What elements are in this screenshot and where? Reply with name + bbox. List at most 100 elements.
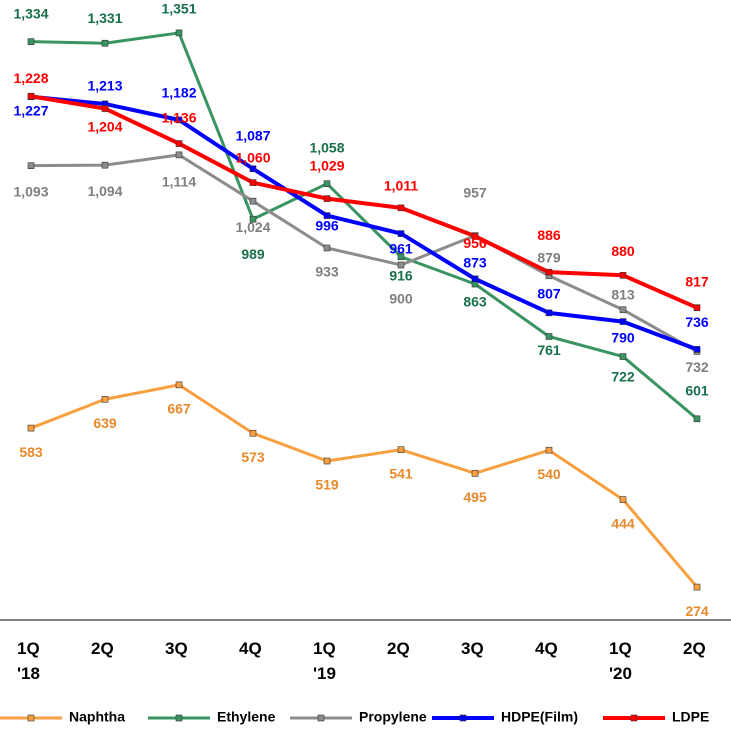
legend-marker [175, 714, 183, 722]
point-marker [471, 275, 479, 283]
point-marker [545, 309, 553, 317]
x-tick-label: 3Q [165, 639, 188, 658]
x-tick-label: 1Q '18 [17, 639, 40, 683]
series-line [30, 383, 699, 589]
data-label: 790 [611, 329, 635, 345]
data-label: 813 [611, 286, 635, 302]
data-label: 736 [685, 314, 709, 330]
x-tick-label: 1Q '19 [313, 639, 336, 683]
data-label: 1,334 [13, 5, 48, 21]
data-label: 957 [463, 184, 487, 200]
point-marker [101, 39, 109, 47]
data-label: 1,093 [13, 183, 48, 199]
data-label: 873 [463, 255, 487, 271]
x-tick-label: 4Q [535, 639, 558, 658]
data-label: 996 [315, 217, 339, 233]
point-marker [693, 346, 701, 353]
data-label: 444 [611, 515, 635, 531]
data-label: 601 [685, 383, 709, 399]
data-label: 1,094 [87, 183, 122, 199]
data-label: 722 [611, 368, 635, 384]
data-label: 1,058 [309, 139, 344, 155]
point-marker [471, 232, 479, 240]
point-marker [101, 161, 109, 169]
point-marker [397, 253, 405, 261]
data-label: 732 [685, 359, 709, 375]
point-marker [323, 457, 331, 465]
x-tick-label: 1Q '20 [609, 639, 632, 683]
data-label: 956 [463, 235, 487, 251]
point-marker [175, 140, 183, 147]
point-marker [619, 496, 627, 503]
data-label: 540 [537, 466, 561, 482]
point-marker [323, 180, 331, 187]
data-label: 1,114 [162, 174, 196, 190]
point-marker [397, 230, 405, 237]
point-marker [175, 116, 183, 124]
data-label: 274 [685, 603, 709, 619]
point-marker [175, 151, 183, 159]
legend-label: Ethylene [217, 709, 276, 725]
point-marker [619, 353, 627, 360]
data-label: 667 [167, 401, 191, 417]
data-label: 1,011 [384, 178, 418, 194]
point-marker [545, 268, 553, 276]
point-marker [323, 212, 331, 219]
series-line [30, 94, 698, 310]
series-line [30, 94, 698, 352]
data-label: 761 [537, 342, 561, 358]
point-marker [101, 105, 109, 112]
data-label: 879 [537, 249, 561, 265]
point-marker [249, 179, 257, 186]
point-marker [27, 92, 35, 100]
legend-label: Propylene [359, 709, 427, 725]
data-label: 1,136 [161, 109, 196, 125]
legend-label: LDPE [672, 709, 709, 725]
data-label: 1,351 [161, 1, 196, 17]
point-marker [619, 306, 627, 314]
point-marker [545, 446, 553, 454]
point-marker [27, 424, 35, 432]
data-label: 583 [19, 444, 43, 460]
x-tick-label: 2Q [387, 639, 410, 658]
legend-label: HDPE(Film) [501, 709, 578, 725]
data-label: 933 [315, 264, 339, 280]
data-label: 1,087 [235, 127, 270, 143]
data-label: 639 [93, 415, 117, 431]
data-label: 495 [463, 489, 487, 505]
data-label: 863 [463, 294, 487, 310]
data-label: 900 [389, 291, 413, 307]
data-label: 573 [241, 449, 265, 465]
series-line [30, 31, 698, 420]
data-label: 916 [389, 267, 413, 283]
point-marker [249, 165, 257, 173]
data-label: 1,182 [161, 85, 196, 101]
point-marker [619, 271, 627, 279]
point-marker [545, 333, 553, 340]
data-label: 1,213 [87, 78, 122, 94]
point-marker [323, 244, 331, 252]
legend-marker [459, 714, 467, 722]
data-label: 989 [241, 246, 265, 262]
point-marker [249, 429, 257, 437]
point-marker [101, 395, 109, 403]
data-label: 1,204 [87, 118, 122, 134]
point-marker [471, 470, 479, 477]
point-marker [693, 583, 701, 591]
point-marker [693, 415, 701, 423]
legend-marker [630, 714, 638, 722]
data-label: 880 [611, 243, 635, 259]
data-label: 1,228 [13, 70, 48, 86]
data-label: 961 [389, 240, 413, 256]
point-marker [249, 215, 257, 223]
series-line [30, 153, 698, 353]
point-marker [27, 38, 35, 45]
data-label: 886 [537, 227, 561, 243]
point-marker [397, 261, 405, 269]
data-label: 519 [315, 477, 339, 493]
x-tick-label: 2Q [683, 639, 706, 658]
point-marker [619, 318, 627, 325]
x-tick-label: 4Q [239, 639, 262, 658]
